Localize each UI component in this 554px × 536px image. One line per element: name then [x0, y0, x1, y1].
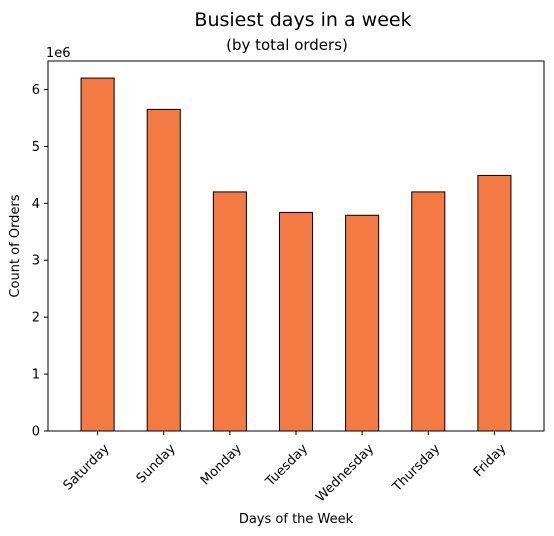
- bar-friday: [477, 174, 512, 432]
- x-tick-label: Friday: [471, 441, 510, 480]
- y-tick-label: 4: [32, 197, 40, 212]
- x-axis-label: Days of the Week: [239, 512, 354, 527]
- bar-saturday: [80, 77, 115, 432]
- x-tick-label: Monday: [198, 441, 245, 488]
- y-tick-label: 6: [32, 83, 40, 98]
- bar-sunday: [146, 108, 181, 432]
- y-axis-ticks: 0 1 2 3 4 5 6: [32, 83, 48, 440]
- x-tick-label: Tuesday: [262, 441, 311, 490]
- x-tick-label: Saturday: [61, 441, 113, 493]
- y-tick-label: 0: [32, 425, 40, 440]
- y-tick-label: 1: [32, 368, 40, 383]
- bar-monday: [212, 191, 247, 432]
- y-axis-label: Count of Orders: [8, 194, 23, 297]
- bars-group: [80, 77, 512, 432]
- chart-title: Busiest days in a week: [194, 9, 411, 31]
- y-tick-label: 2: [32, 311, 40, 326]
- plot-frame: [47, 60, 545, 432]
- y-axis-offset-label: 1e6: [46, 46, 71, 61]
- bar-tuesday: [278, 211, 314, 432]
- chart-subtitle: (by total orders): [226, 36, 348, 54]
- x-tick-label: Sunday: [134, 441, 179, 486]
- bar-thursday: [411, 191, 446, 432]
- x-axis-ticks: Saturday Sunday Monday Tuesday Wednesday Thur…: [61, 431, 510, 505]
- x-tick-label: Wednesday: [313, 441, 377, 505]
- y-tick-label: 5: [32, 140, 40, 155]
- y-tick-label: 3: [32, 254, 40, 269]
- x-tick-label: Thursday: [389, 441, 443, 495]
- bar-wednesday: [345, 214, 380, 432]
